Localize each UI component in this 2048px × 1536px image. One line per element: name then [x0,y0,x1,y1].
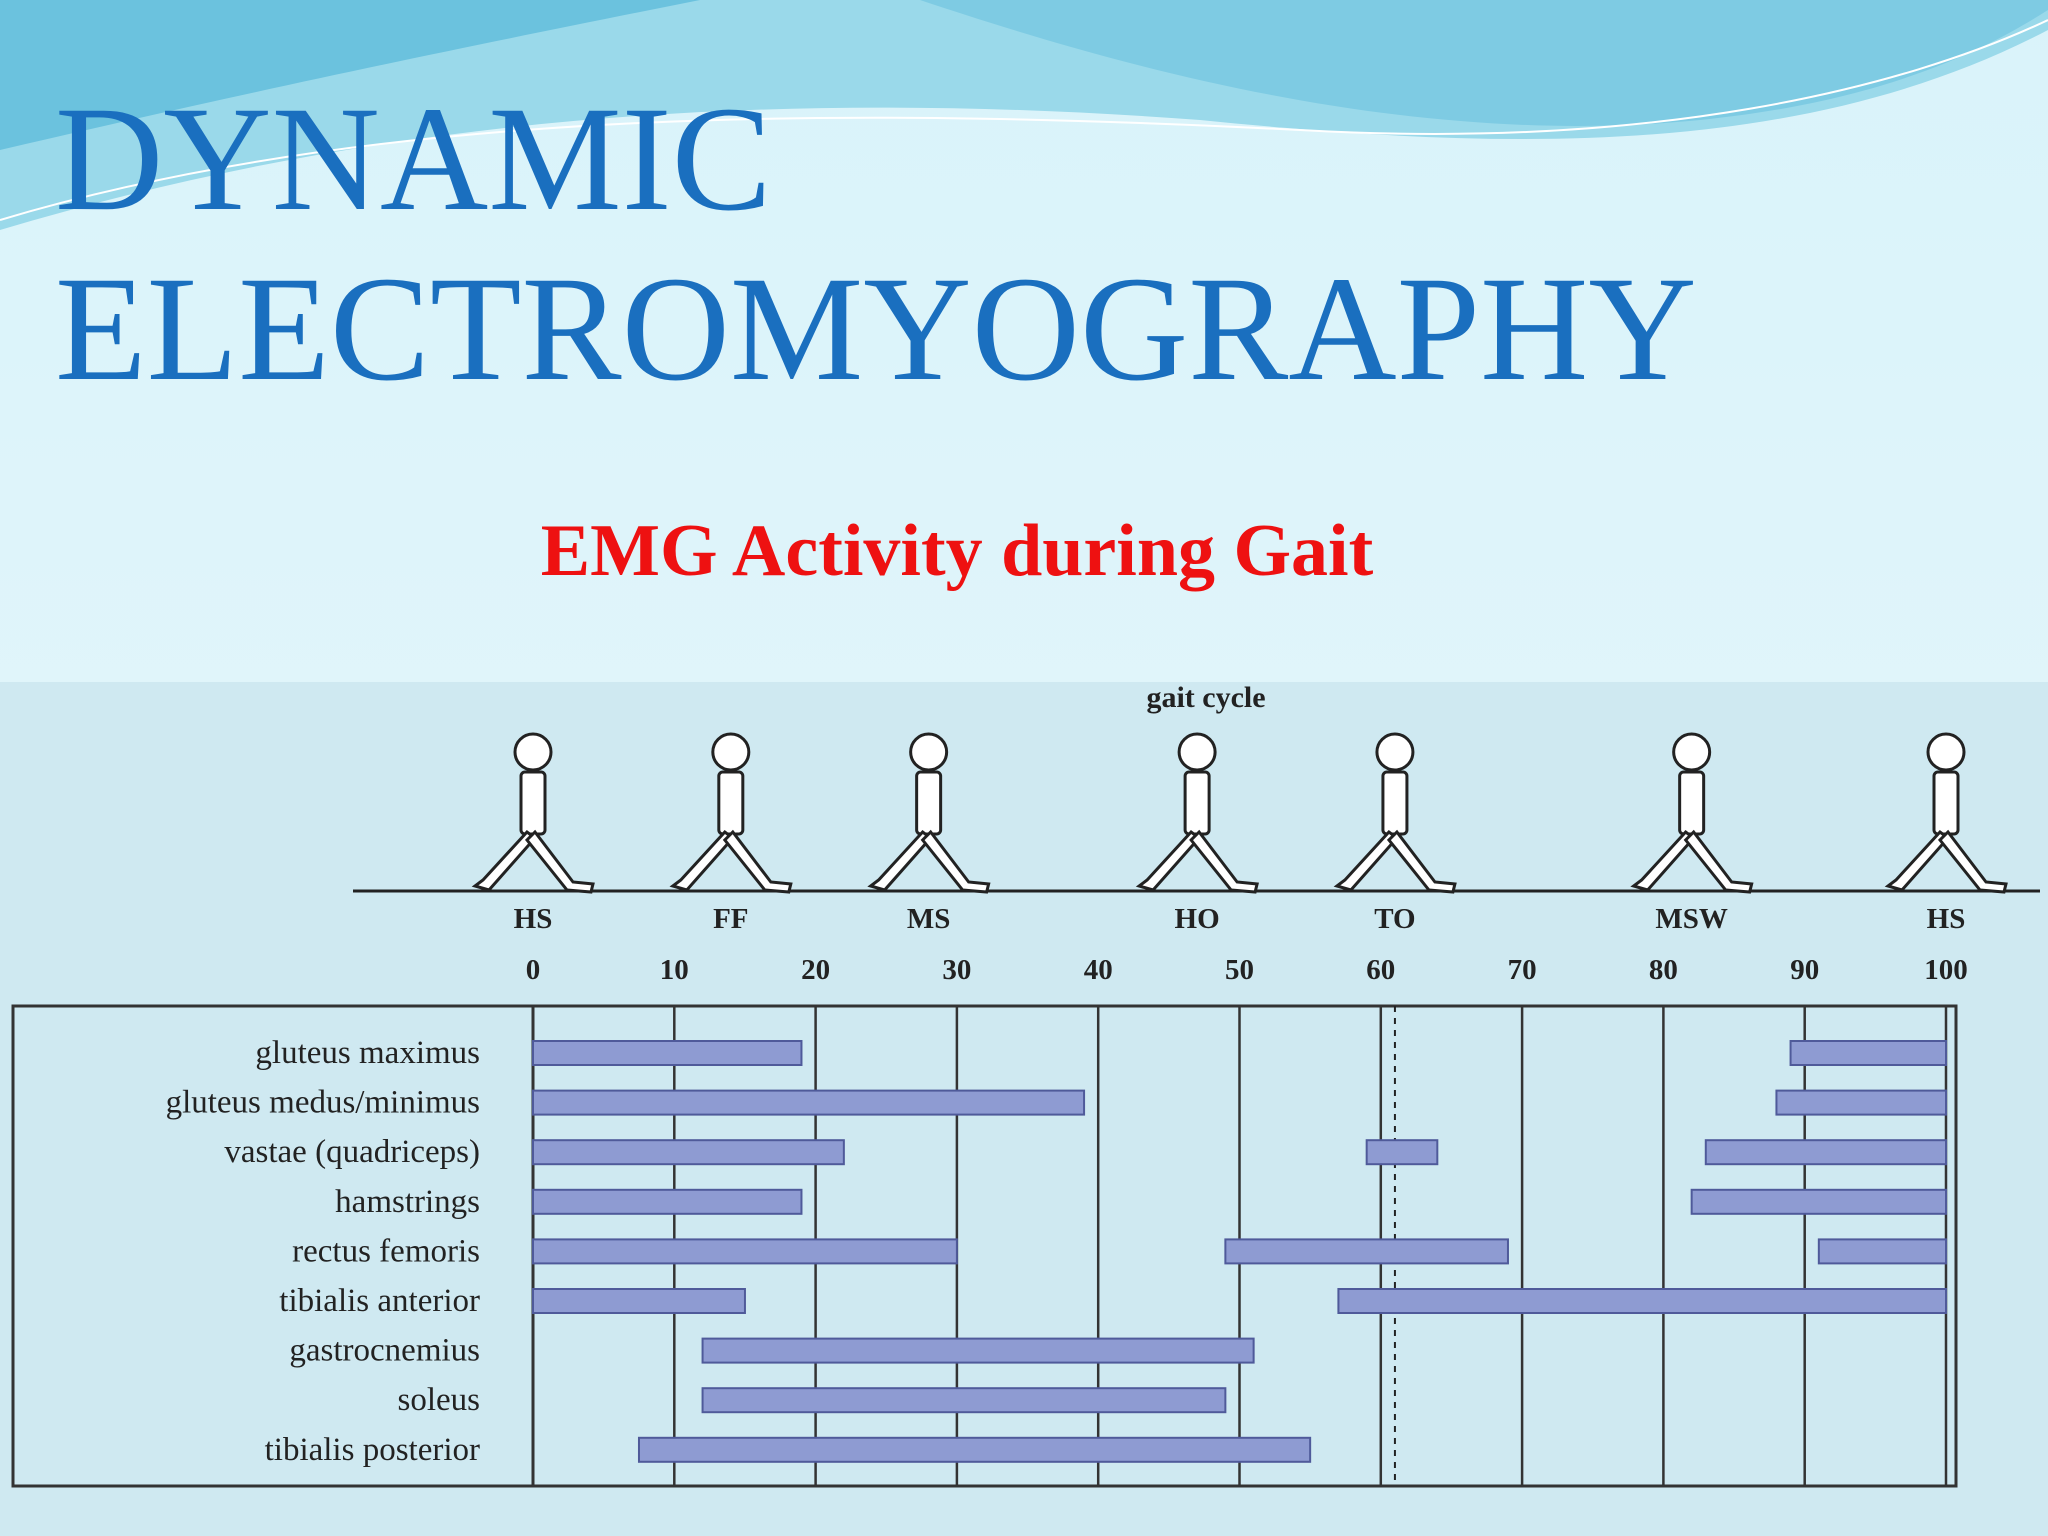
bar [532,1040,803,1066]
walking-figure [471,732,595,894]
figure-leg [1937,829,2008,894]
bar [532,1238,958,1265]
figure-body [717,770,745,836]
bar [1337,1288,1948,1314]
category-label: gluteus maximus [255,1035,480,1071]
phase-label: HS [1927,903,1966,935]
figure-head [1177,732,1217,772]
figure-body [1381,770,1409,836]
walking-figure [1333,732,1457,894]
category-label: gluteus medus/minimus [166,1085,480,1121]
figure-leg [920,829,991,894]
bar [1817,1238,1947,1265]
chart-frame [11,1004,1958,1488]
bar [1690,1188,1948,1215]
category-label: tibialis anterior [279,1283,480,1319]
bar [532,1288,746,1314]
wave [0,0,2048,126]
bar [701,1337,1255,1364]
figure-head [1672,732,1712,772]
x-tick-label: 40 [1084,954,1113,986]
figure-body [1183,770,1211,836]
x-tick-label: 70 [1508,954,1537,986]
x-tick-label: 0 [526,954,541,986]
walking-figure [1884,732,2008,894]
bar [1224,1238,1509,1265]
bar [532,1139,845,1166]
x-tick-label: 90 [1790,954,1819,986]
figure-leg [1189,829,1259,894]
figure-leg [722,829,793,894]
slide-title: DYNAMIC [55,76,772,242]
category-label: gastrocnemius [289,1333,480,1369]
figure-body [519,770,547,836]
bar [1789,1040,1947,1066]
category-label: soleus [398,1382,481,1418]
bar [532,1188,803,1215]
axis-label: gait cycle [1146,681,1265,714]
category-label: hamstrings [335,1184,480,1220]
x-tick-label: 50 [1225,954,1254,986]
figure-leg [524,829,595,894]
phase-label: HO [1175,903,1220,935]
x-tick-label: 60 [1366,954,1395,986]
bar [637,1436,1312,1463]
figure-head [1375,732,1415,772]
bar [532,1089,1086,1116]
figure-head [513,732,553,772]
walking-figure [867,732,991,894]
bar [1365,1139,1439,1166]
figure-head [711,732,751,772]
wave [0,0,700,150]
category-label: rectus femoris [292,1233,480,1269]
figure-body [915,770,943,836]
x-tick-label: 10 [660,954,689,986]
x-tick-label: 80 [1649,954,1678,986]
x-tick-label: 100 [1924,954,1968,986]
bar [701,1387,1227,1414]
phase-label: MS [907,903,951,935]
x-tick-label: 20 [801,954,830,986]
bar [1704,1139,1948,1166]
figure-body [1932,770,1960,836]
walking-figure [669,732,793,894]
phase-label: HS [514,903,553,935]
slide-title: ELECTROMYOGRAPHY [55,246,1697,412]
phase-label: MSW [1655,903,1728,935]
wave-line [0,19,2048,221]
walking-figure [1630,732,1754,894]
figure-leg [1386,829,1457,894]
walking-figure [1135,732,1259,894]
bar [1775,1089,1947,1116]
category-label: tibialis posterior [265,1432,480,1468]
plot: 0 10 20 30 40 50 60 70 80 90 100 HS FF MS HO TO MSW HS glu… [11,732,2008,1488]
chart-title: EMG Activity during Gait [541,510,1374,592]
phase-label: FF [713,903,748,935]
figure-head [1926,732,1966,772]
category-label: vastae (quadriceps) [224,1134,480,1170]
x-tick-label: 30 [942,954,971,986]
figure-head [909,732,949,772]
figure-body [1678,770,1706,836]
phase-label: TO [1374,903,1415,935]
figure-leg [1683,829,1754,894]
